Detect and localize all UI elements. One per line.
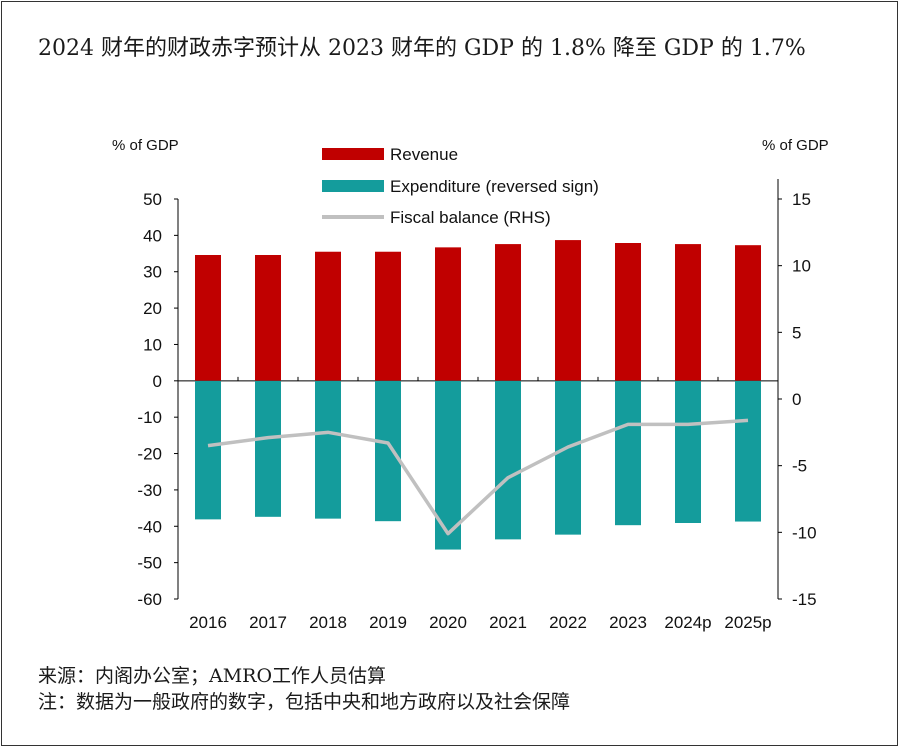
left-tick-label: -30 [137,481,162,500]
revenue-bar-2023 [615,243,641,381]
fiscal-balance-line-group [207,418,749,536]
category-label-2018: 2018 [309,613,347,632]
right-tick-label: -10 [792,523,817,542]
revenue-bar-2016 [195,255,221,381]
right-tick-label: 10 [792,257,811,276]
expenditure-bar-2025p [735,380,761,522]
expenditure-bar-2023 [615,380,641,526]
legend-label-fiscal-balance: Fiscal balance (RHS) [390,208,551,227]
expenditure-bar-2018 [315,380,341,519]
category-label-2022: 2022 [549,613,587,632]
left-tick-label: 10 [143,335,162,354]
tick-labels: 50403020100-10-20-30-40-50-60151050-5-10… [137,190,816,632]
bars [195,240,761,550]
left-tick-label: 40 [143,226,162,245]
expenditure-bar-2022 [555,380,581,535]
footnote: 注：数据为一般政府的数字，包括中央和地方政府以及社会保障 [38,691,571,713]
left-tick-label: -20 [137,445,162,464]
legend-swatch-fiscal-balance [322,215,384,219]
category-label-2019: 2019 [369,613,407,632]
left-tick-label: 0 [153,372,162,391]
expenditure-bar-2017 [255,380,281,517]
left-tick-label: -60 [137,590,162,609]
legend-label-expenditure: Expenditure (reversed sign) [390,177,599,196]
category-label-2016: 2016 [189,613,227,632]
left-axis-unit-label: % of GDP [112,137,179,154]
expenditure-bar-2021 [495,380,521,540]
category-label-2025p: 2025p [724,613,771,632]
left-tick-label: 50 [143,190,162,209]
category-label-2021: 2021 [489,613,527,632]
legend: Revenue Expenditure (reversed sign) Fisc… [322,145,599,227]
category-label-2017: 2017 [249,613,287,632]
right-tick-label: 0 [792,390,801,409]
expenditure-bar-2024p [675,380,701,523]
revenue-bar-2019 [375,251,401,381]
right-tick-label: -15 [792,590,817,609]
left-tick-label: 30 [143,263,162,282]
source-note: 来源：内阁办公室；AMRO工作人员估算 [38,665,387,687]
revenue-bar-2017 [255,255,281,381]
revenue-bar-2021 [495,244,521,381]
category-label-2024p: 2024p [664,613,711,632]
chart-area: % of GDP % of GDP 50403020100-10-20-30-4… [112,137,829,632]
expenditure-bar-2019 [375,380,401,522]
revenue-bar-2024p [675,244,701,381]
revenue-bar-2025p [735,245,761,381]
figure-title: 2024 财年的财政赤字预计从 2023 财年的 GDP 的 1.8% 降至 G… [38,36,806,61]
left-tick-label: 20 [143,299,162,318]
right-axis-unit-label: % of GDP [762,137,829,154]
right-tick-label: -5 [792,457,807,476]
category-label-2023: 2023 [609,613,647,632]
legend-swatch-revenue [322,148,384,160]
legend-label-revenue: Revenue [390,145,458,164]
left-tick-label: -50 [137,554,162,573]
expenditure-bar-2016 [195,380,221,520]
category-label-2020: 2020 [429,613,467,632]
fiscal-balance-line [207,418,749,536]
right-tick-label: 15 [792,190,811,209]
left-tick-label: -40 [137,517,162,536]
revenue-bar-2018 [315,251,341,381]
legend-swatch-expenditure [322,180,384,192]
revenue-bar-2020 [435,247,461,381]
left-tick-label: -10 [137,408,162,427]
revenue-bar-2022 [555,240,581,381]
right-tick-label: 5 [792,323,801,342]
